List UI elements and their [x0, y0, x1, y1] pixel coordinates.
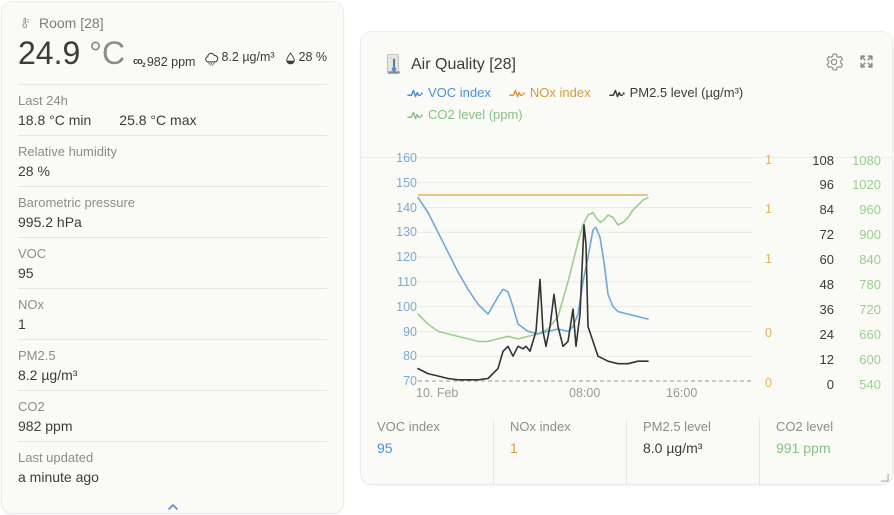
svg-text:110: 110 [397, 275, 417, 289]
svg-text:130: 130 [396, 225, 417, 239]
svg-text:70: 70 [403, 374, 417, 388]
svg-text:80: 80 [403, 349, 417, 363]
svg-text:90: 90 [403, 325, 417, 339]
svg-text:100: 100 [396, 300, 417, 314]
svg-text:120: 120 [396, 250, 417, 264]
svg-text:160: 160 [396, 151, 417, 165]
svg-text:150: 150 [396, 176, 417, 190]
svg-text:140: 140 [396, 201, 417, 215]
